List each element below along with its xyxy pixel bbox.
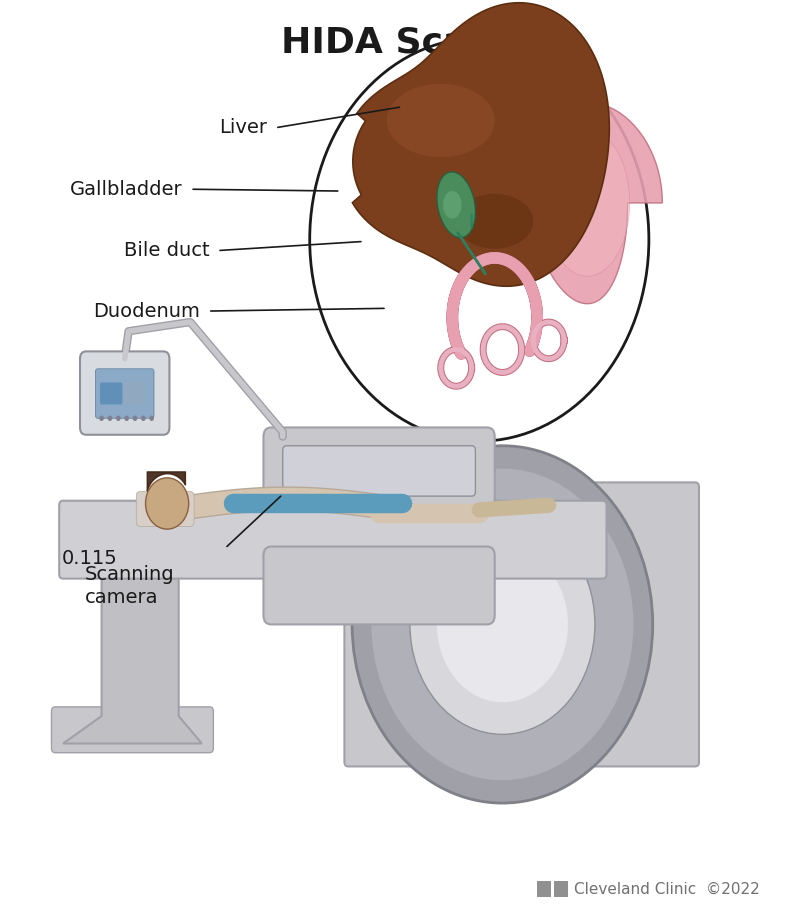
FancyBboxPatch shape	[59, 501, 606, 579]
FancyBboxPatch shape	[345, 482, 460, 766]
Circle shape	[437, 547, 568, 702]
Circle shape	[116, 415, 121, 421]
FancyBboxPatch shape	[136, 492, 194, 527]
Circle shape	[133, 415, 138, 421]
Text: Liver: Liver	[219, 119, 267, 137]
FancyBboxPatch shape	[263, 547, 494, 624]
Text: Gallbladder: Gallbladder	[70, 180, 182, 199]
Polygon shape	[545, 130, 630, 277]
Circle shape	[108, 415, 112, 421]
FancyBboxPatch shape	[123, 381, 146, 393]
Text: Bile duct: Bile duct	[124, 241, 210, 260]
Circle shape	[99, 415, 104, 421]
Circle shape	[124, 415, 129, 421]
FancyBboxPatch shape	[51, 707, 214, 753]
Polygon shape	[353, 3, 610, 286]
Polygon shape	[443, 191, 462, 219]
Text: Duodenum: Duodenum	[94, 301, 200, 321]
Text: Scanning
camera: Scanning camera	[85, 565, 174, 607]
Circle shape	[141, 415, 146, 421]
FancyBboxPatch shape	[537, 881, 551, 898]
FancyBboxPatch shape	[554, 881, 568, 898]
Circle shape	[410, 515, 595, 734]
FancyBboxPatch shape	[100, 382, 122, 404]
Text: HIDA Scan: HIDA Scan	[281, 26, 493, 60]
Polygon shape	[437, 172, 475, 238]
FancyBboxPatch shape	[80, 351, 170, 435]
Polygon shape	[63, 574, 202, 743]
Text: Cleveland Clinic  ©2022: Cleveland Clinic ©2022	[574, 881, 760, 897]
FancyBboxPatch shape	[263, 427, 494, 510]
FancyBboxPatch shape	[553, 482, 699, 766]
FancyBboxPatch shape	[95, 369, 154, 418]
FancyBboxPatch shape	[123, 392, 146, 404]
Text: 0.115: 0.115	[62, 549, 118, 568]
Circle shape	[146, 478, 189, 529]
Polygon shape	[456, 194, 534, 249]
Circle shape	[371, 469, 634, 780]
FancyBboxPatch shape	[282, 446, 475, 496]
Polygon shape	[529, 102, 662, 303]
Polygon shape	[387, 84, 494, 157]
Circle shape	[352, 446, 653, 803]
Circle shape	[150, 415, 154, 421]
